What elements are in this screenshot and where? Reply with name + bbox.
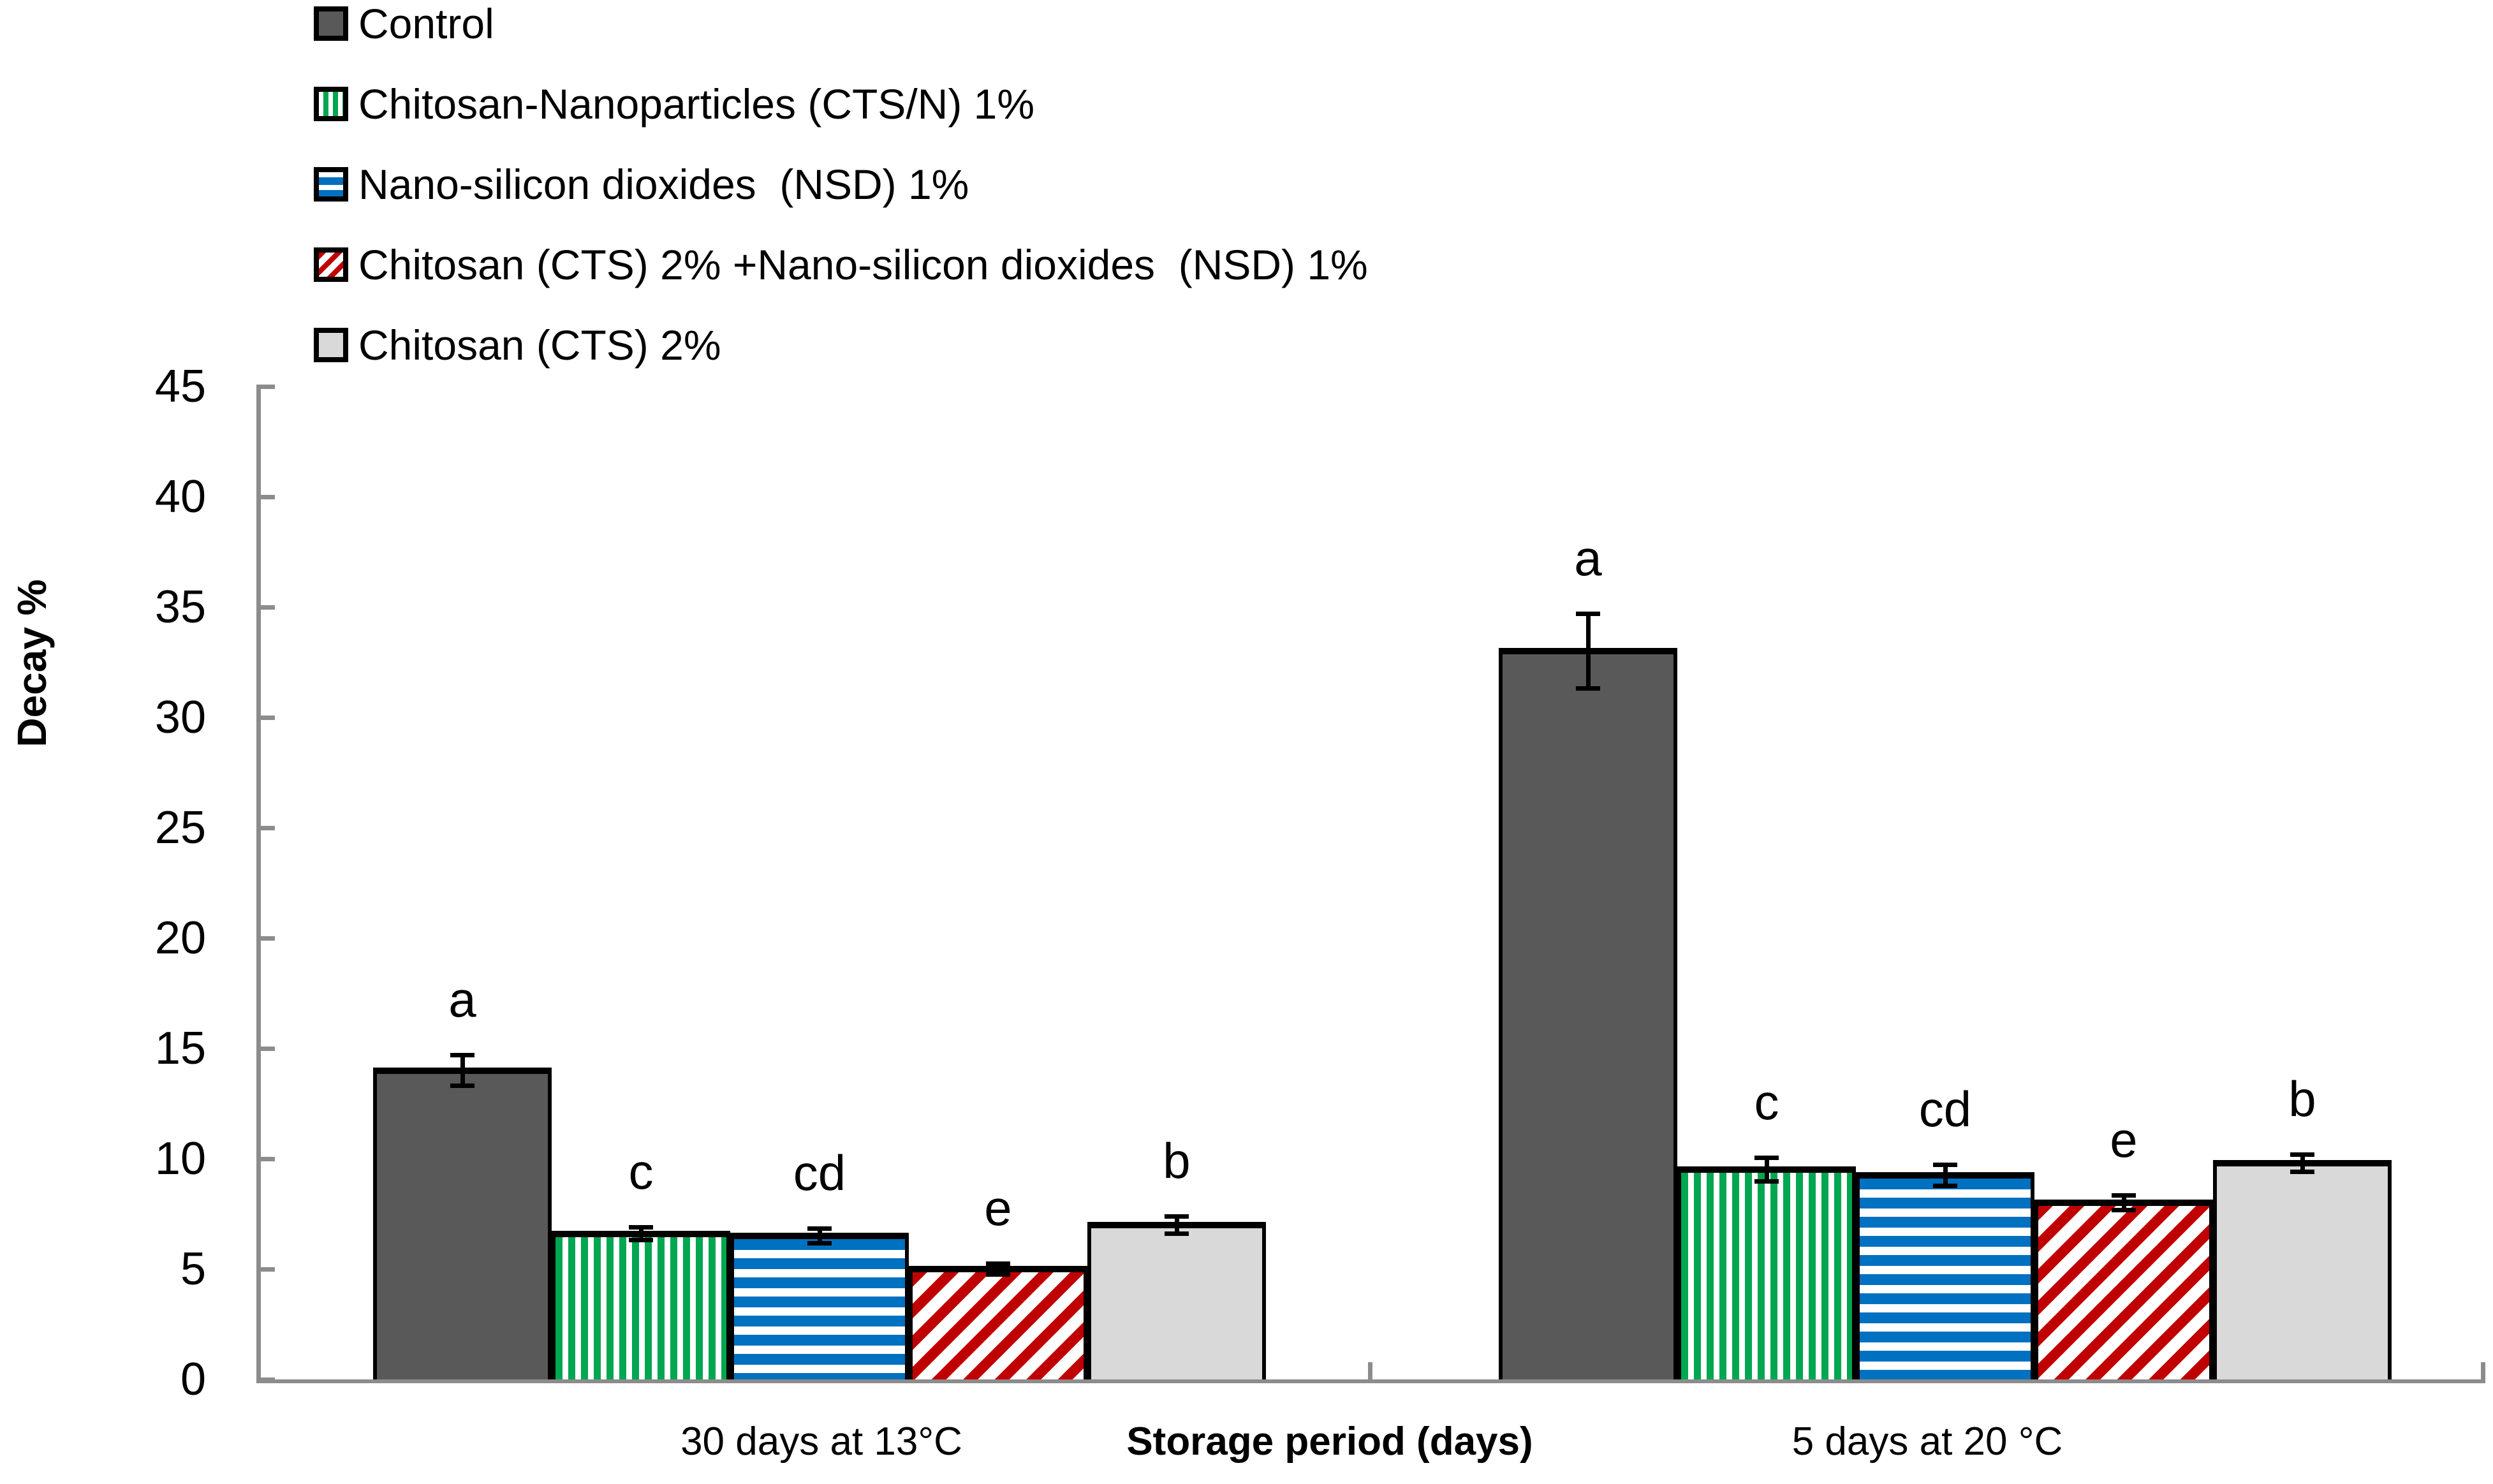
y-tick-label: 15 [154,1023,206,1074]
error-bar-cap-top [1933,1162,1957,1167]
error-bar-line [1585,613,1591,689]
error-bar-cap-top [1576,612,1600,617]
error-bar-cap-top [2112,1193,2136,1198]
significance-letter: c [1754,1074,1779,1131]
bar-a-group2 [1499,648,1677,1379]
y-tick-mark [261,936,275,941]
legend-label-4: Chitosan (CTS) 2% +Nano-silicon dioxides… [358,241,1368,288]
x-tick-mark [1368,1362,1372,1379]
y-tick-mark [261,1157,275,1161]
legend-label-3: Nano-silicon dioxides (NSD) 1% [358,161,969,208]
significance-letter: c [628,1143,654,1200]
legend-swatch-1 [314,6,348,41]
y-tick-label: 10 [154,1133,206,1184]
x-category-label-1: 30 days at 13°C [680,1420,962,1464]
x-axis-line [256,1379,2485,1383]
y-tick-label: 35 [154,582,206,633]
legend-swatch-5 [314,328,348,362]
error-bar-line [996,1263,1001,1275]
legend-label-1: Control [358,0,494,47]
y-tick-mark [261,385,275,389]
error-bar-cap-bottom [450,1083,474,1088]
legend-item: Control [314,3,494,45]
error-bar-cap-bottom [1576,686,1600,691]
error-bar-line [1174,1216,1179,1234]
y-tick-label: 25 [154,802,206,853]
legend-swatch-3 [314,167,348,202]
error-bar-cap-top [450,1053,474,1058]
y-tick-mark [261,1377,275,1382]
significance-letter: b [2288,1071,2316,1128]
y-axis-title: Decay % [9,579,55,747]
error-bar-cap-bottom [629,1238,653,1243]
x-tick-mark [2481,1362,2485,1379]
error-bar-line [460,1055,465,1086]
legend-swatch-2 [314,87,348,121]
y-tick-mark [261,826,275,830]
bar-cd-group2 [1856,1172,2034,1379]
significance-letter: e [984,1180,1012,1237]
legend-label-2: Chitosan-Nanoparticles (CTS/N) 1% [358,80,1035,128]
y-tick-mark [261,1047,275,1051]
y-tick-mark [261,495,275,499]
error-bar-cap-top [986,1261,1010,1267]
bar-b-group1 [1087,1221,1266,1379]
error-bar-line [817,1228,822,1244]
error-bar-cap-top [629,1225,653,1230]
bar-e-group1 [909,1266,1087,1379]
error-bar-cap-bottom [2112,1208,2136,1213]
significance-letter: b [1163,1132,1191,1189]
error-bar-cap-bottom [2290,1169,2314,1174]
significance-letter: cd [793,1144,846,1201]
significance-letter: a [448,971,476,1028]
error-bar-line [2121,1195,2126,1211]
y-tick-mark [261,716,275,720]
legend-item: Nano-silicon dioxides (NSD) 1% [314,161,969,208]
y-tick-label: 45 [154,361,206,412]
x-category-label-2: 5 days at 20 °C [1791,1420,2063,1464]
bar-cd-group1 [730,1233,909,1379]
error-bar-cap-bottom [807,1241,832,1246]
y-tick-mark [261,1267,275,1272]
error-bar-line [638,1227,643,1240]
bar-c-group1 [552,1230,730,1379]
significance-letter: a [1574,530,1602,587]
error-bar-cap-top [2290,1152,2314,1157]
error-bar-line [1764,1157,1769,1182]
legend-item: Chitosan-Nanoparticles (CTS/N) 1% [314,80,1035,128]
y-tick-label: 20 [154,913,206,964]
legend-item: Chitosan (CTS) 2% [314,321,721,369]
error-bar-cap-bottom [1754,1179,1779,1184]
y-axis-line [256,385,261,1383]
error-bar-line [1943,1164,1948,1187]
legend-swatch-4 [314,247,348,282]
y-tick-label: 0 [180,1354,206,1405]
legend-label-5: Chitosan (CTS) 2% [358,321,721,369]
error-bar-cap-bottom [1165,1231,1189,1236]
bar-b-group2 [2213,1159,2392,1379]
legend-item: Chitosan (CTS) 2% +Nano-silicon dioxides… [314,241,1368,288]
error-bar-cap-top [1754,1156,1779,1161]
error-bar-cap-bottom [1933,1184,1957,1189]
error-bar-line [2300,1154,2305,1172]
bar-c-group2 [1677,1166,1856,1379]
error-bar-cap-bottom [986,1272,1010,1277]
y-tick-label: 30 [154,692,206,743]
y-tick-mark [261,605,275,610]
error-bar-cap-top [1165,1214,1189,1219]
bar-a-group1 [373,1067,552,1379]
bar-e-group2 [2034,1200,2213,1379]
significance-letter: e [2110,1112,2138,1168]
y-tick-label: 5 [180,1244,206,1295]
significance-letter: cd [1918,1080,1972,1137]
error-bar-cap-top [807,1226,832,1231]
y-tick-label: 40 [154,471,206,522]
x-axis-title: Storage period (days) [1126,1420,1533,1464]
